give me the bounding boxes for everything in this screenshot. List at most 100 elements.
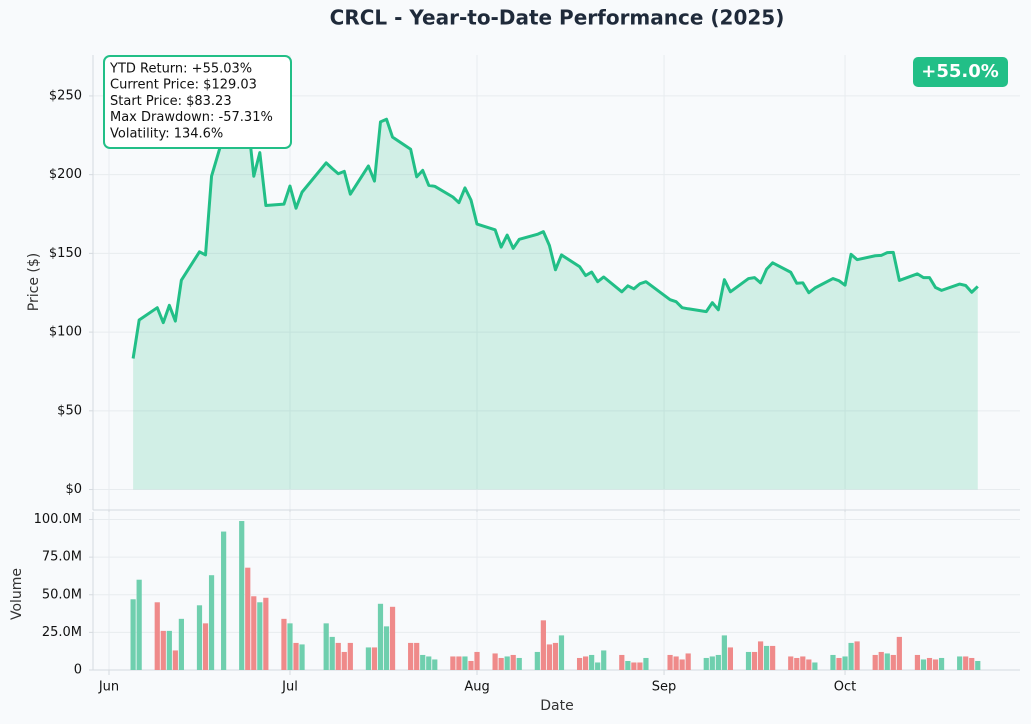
volume-bar <box>757 641 764 670</box>
volume-bar <box>914 654 921 670</box>
volume-bar <box>800 656 806 670</box>
volume-bar <box>926 657 933 670</box>
volume-bar <box>884 653 890 670</box>
volume-bar <box>474 651 480 670</box>
volume-bar <box>510 654 516 670</box>
volume-bar <box>812 662 818 670</box>
volume-bar <box>257 602 263 670</box>
y-tick-label: $100 <box>49 325 82 340</box>
stats-box <box>103 55 292 149</box>
volume-bar <box>166 630 172 670</box>
volume-bar <box>456 656 462 670</box>
volume-bar <box>848 642 854 670</box>
x-tick-label: Aug <box>464 680 489 695</box>
volume-bar <box>932 659 939 670</box>
volume-bar <box>432 659 438 670</box>
stats-line: Volatility: 134.6% <box>110 126 223 141</box>
y-tick-label: 75.0M <box>42 550 82 565</box>
volume-bar <box>715 654 721 670</box>
volume-bar <box>830 654 836 670</box>
y-tick-label: 0 <box>74 663 82 678</box>
volume-bar <box>601 650 607 670</box>
y-axis-label: Price ($) <box>26 253 42 311</box>
volume-bar <box>160 630 166 670</box>
y-tick-label: 100.0M <box>34 512 82 527</box>
volume-bar <box>890 654 896 670</box>
volume-bar <box>196 605 203 670</box>
volume-bar <box>788 656 794 670</box>
volume-bar <box>468 660 474 670</box>
volume-bar <box>389 606 396 670</box>
x-tick-label: Sep <box>652 680 677 695</box>
volume-bar <box>540 620 546 670</box>
volume-bar <box>450 656 456 670</box>
volume-bar <box>667 654 673 670</box>
volume-bar <box>770 645 776 670</box>
volume-bar <box>504 656 510 670</box>
volume-bar <box>595 662 601 670</box>
volume-bar <box>534 651 540 670</box>
volume-bar <box>975 660 981 670</box>
volume-bar <box>552 642 559 670</box>
volume-bar <box>583 656 589 670</box>
volume-bar <box>576 657 583 670</box>
volume-bar <box>178 618 184 670</box>
y-tick-label: $250 <box>49 88 82 103</box>
volume-bar <box>878 651 884 670</box>
volume-bar <box>420 654 426 670</box>
stats-line: YTD Return: +55.03% <box>109 62 252 77</box>
volume-bar <box>872 654 878 670</box>
x-tick-label: Oct <box>834 680 856 695</box>
volume-bar <box>408 642 414 670</box>
stats-line: Max Drawdown: -57.31% <box>110 110 273 125</box>
volume-bar <box>673 656 679 670</box>
volume-bar <box>764 645 770 670</box>
volume-bar <box>709 656 715 670</box>
volume-bar <box>130 599 136 670</box>
volume-bar <box>347 642 353 670</box>
volume-bar <box>589 654 595 670</box>
y-tick-label: $0 <box>65 482 82 497</box>
volume-bar <box>251 596 257 670</box>
volume-bar <box>365 647 372 670</box>
volume-bar <box>371 647 378 670</box>
x-tick-label: Jul <box>281 680 298 695</box>
volume-bar <box>202 623 209 670</box>
volume-bar <box>414 642 420 670</box>
x-axis-label: Date <box>540 698 573 714</box>
volume-bar <box>329 636 335 670</box>
area <box>133 75 978 490</box>
volume-bar <box>637 662 643 670</box>
volume-bar <box>426 656 432 670</box>
volume-bar <box>806 659 812 670</box>
volume-bar <box>546 644 553 670</box>
volume-bar <box>516 657 522 670</box>
volume-bar <box>896 636 902 670</box>
y-tick-label: $50 <box>57 403 82 418</box>
y-tick-label: $150 <box>49 246 82 261</box>
volume-bar <box>963 656 969 670</box>
volume-bar <box>335 642 341 670</box>
volume-bar <box>293 642 299 670</box>
return-badge <box>913 57 1008 87</box>
volume-bar <box>136 579 142 670</box>
return-badge-text: +55.0% <box>921 61 999 82</box>
volume-bar <box>245 567 251 670</box>
volume-bar <box>685 653 691 670</box>
volume-bar <box>498 657 504 670</box>
volume-bar <box>920 659 927 670</box>
y-tick-label: 25.0M <box>42 625 82 640</box>
y-axis-label: Volume <box>9 568 25 620</box>
volume-bar <box>854 641 860 670</box>
volume-bar <box>462 656 468 670</box>
volume-bar <box>341 651 347 670</box>
stats-line: Start Price: $83.23 <box>110 94 232 109</box>
volume-bar <box>263 597 269 670</box>
volume-bar <box>938 657 945 670</box>
volume-bar <box>842 656 848 670</box>
volume-bar <box>643 657 649 670</box>
volume-bar <box>745 651 752 670</box>
volume-bar <box>625 660 631 670</box>
volume-bar <box>703 657 709 670</box>
